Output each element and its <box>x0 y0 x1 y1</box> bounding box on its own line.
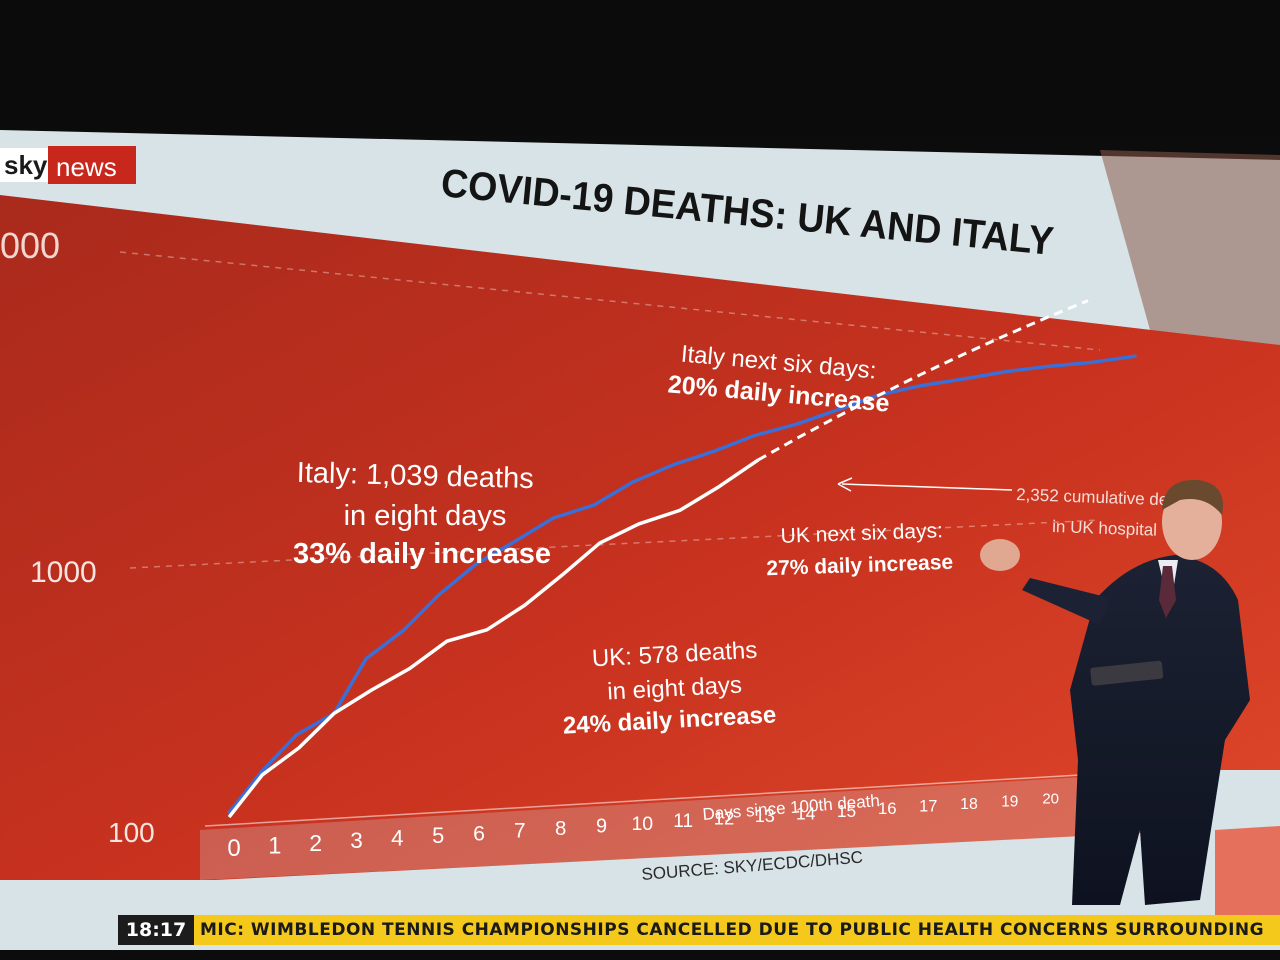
x-tick-label: 15 <box>837 801 856 821</box>
annotation-italy-eight-line1: Italy: 1,039 deaths <box>296 457 534 495</box>
x-tick-label: 7 <box>514 820 526 843</box>
x-tick-label: 14 <box>796 803 816 823</box>
annotation-italy-eight-line2: in eight days <box>344 500 507 532</box>
axis-strip <box>200 770 1200 880</box>
gridlines <box>119 251 1101 569</box>
x-tick-label: 1 <box>268 833 281 859</box>
series-lines <box>227 299 1137 819</box>
x-tick-label: 0 <box>227 835 240 862</box>
annotation-arrow-line <box>841 483 1013 491</box>
x-tick-label: 18 <box>960 796 978 813</box>
x-axis-ticks: 012345678910111213141516171819202122232 <box>227 781 1217 862</box>
presenter-tie <box>1159 566 1176 618</box>
x-tick-label: 13 <box>755 806 775 826</box>
presenter-tablet <box>1090 660 1164 686</box>
y-tick-label-100: 100 <box>108 817 155 848</box>
presenter-raised-arm <box>1022 578 1110 625</box>
series-line-italy <box>227 354 1137 815</box>
ticker-headline: MIC: WIMBLEDON TENNIS CHAMPIONSHIPS CANC… <box>200 920 1265 940</box>
x-tick-label: 2 <box>309 830 322 856</box>
logo-news-text: news <box>56 152 117 182</box>
news-ticker: 18:17 MIC: WIMBLEDON TENNIS CHAMPIONSHIP… <box>118 915 1280 945</box>
x-tick-label: 8 <box>555 818 566 840</box>
x-axis-line <box>204 767 1201 827</box>
annotation-italy-eight: Italy: 1,039 deaths in eight days 33% da… <box>293 457 551 570</box>
x-tick-label: 20 <box>1042 791 1059 808</box>
x-tick-label: 17 <box>919 798 937 816</box>
y-tick-label-top: 000 <box>0 225 60 266</box>
annotation-uk-hospital: 2,352 cumulative de in UK hospital <box>837 477 1169 540</box>
x-tick-label: 3 <box>350 828 363 853</box>
logo-sky-text: sky <box>4 150 48 180</box>
x-tick-label: 6 <box>473 821 485 845</box>
annotation-arrowhead <box>837 477 853 492</box>
presenter <box>980 479 1250 905</box>
x-tick-label: 5 <box>432 823 444 848</box>
annotation-uk-eight: UK: 578 deaths in eight days 24% daily i… <box>562 637 777 740</box>
x-tick-label: 10 <box>631 813 653 835</box>
x-tick-label: 16 <box>878 799 897 818</box>
y-tick-label-1000: 1000 <box>30 556 97 589</box>
annotation-uk-next: UK next six days: 27% daily increase <box>766 519 953 580</box>
presenter-head <box>1162 484 1222 560</box>
presenter-hand <box>980 539 1020 571</box>
chart-panel <box>0 195 1280 880</box>
x-tick-label: 19 <box>1001 793 1018 810</box>
annotation-italy-eight-line3: 33% daily increase <box>293 538 551 570</box>
series-line-uk <box>227 458 760 819</box>
ticker-time: 18:17 <box>118 915 194 945</box>
x-tick-label: 9 <box>596 816 607 838</box>
presenter-body <box>1070 555 1250 905</box>
presenter-hair <box>1162 479 1223 515</box>
x-tick-label: 4 <box>391 826 403 851</box>
annotation-uk-next-line1: UK next six days: <box>780 519 943 548</box>
x-tick-label: 12 <box>714 808 735 829</box>
x-tick-label: 11 <box>673 811 693 832</box>
sky-news-logo: sky news <box>0 146 136 184</box>
annotation-uk-hospital-line2: in UK hospital <box>1052 517 1157 540</box>
series-line-uk-projection <box>757 299 1089 462</box>
